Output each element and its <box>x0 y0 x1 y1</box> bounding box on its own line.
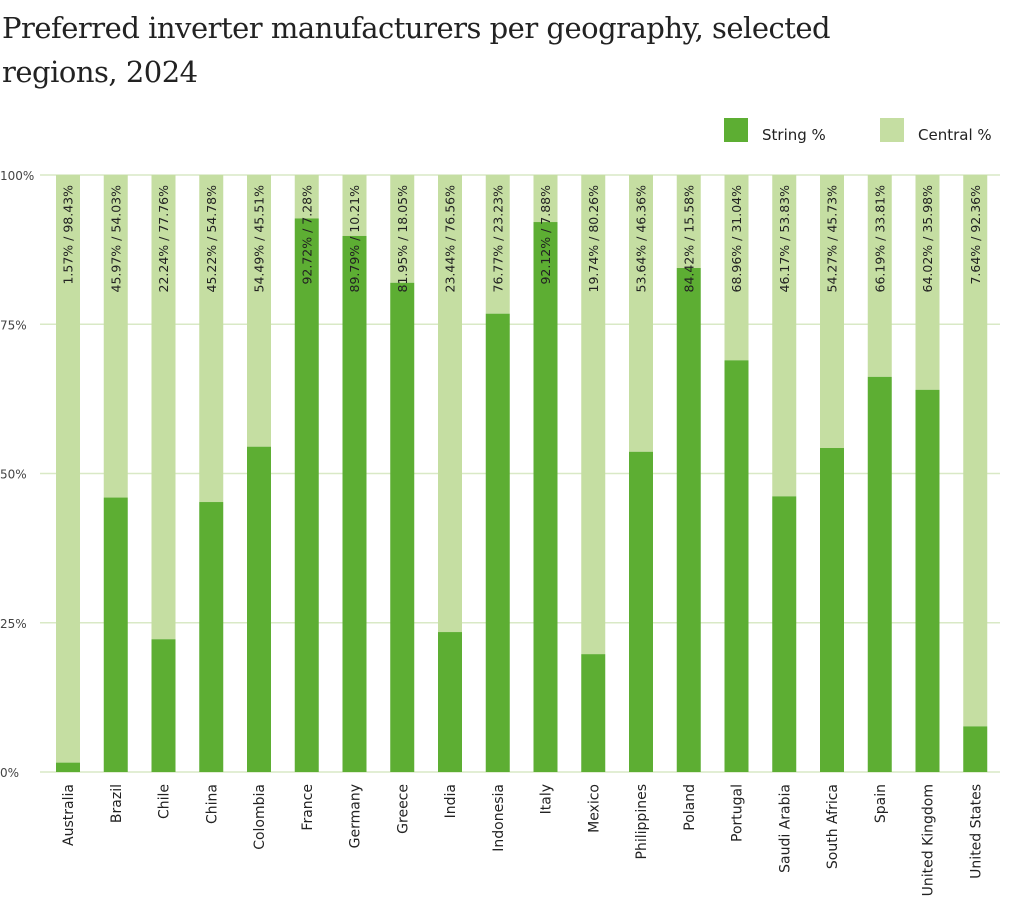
data-label: 84.42% / 15.58% <box>681 185 696 293</box>
data-label: 22.24% / 77.76% <box>156 185 171 293</box>
bar-string-india <box>438 632 462 772</box>
x-tick-label: India <box>443 784 459 818</box>
data-label: 92.12% / 7.88% <box>538 185 553 285</box>
y-tick-label: 50% <box>0 468 27 482</box>
data-label: 64.02% / 35.98% <box>920 185 935 293</box>
legend-swatch <box>724 118 748 142</box>
bar-string-united-kingdom <box>915 389 940 772</box>
data-label: 66.19% / 33.81% <box>872 185 887 293</box>
data-label: 53.64% / 46.36% <box>634 185 649 293</box>
data-label: 7.64% / 92.36% <box>968 185 983 285</box>
data-label: 46.17% / 53.83% <box>777 185 792 293</box>
bar-central-brazil <box>103 175 128 498</box>
data-label: 1.57% / 98.43% <box>61 185 76 285</box>
legend-label: Central % <box>918 126 992 144</box>
x-tick-label: Portugal <box>730 784 746 842</box>
bar-central-indonesia <box>485 175 510 314</box>
data-label: 23.44% / 76.56% <box>443 185 458 293</box>
x-tick-label: Mexico <box>586 784 602 833</box>
bar-central-india <box>438 175 462 633</box>
legend-label: String % <box>762 126 826 144</box>
x-tick-label: Brazil <box>109 784 125 823</box>
bar-central-united-kingdom <box>915 175 940 390</box>
bar-string-saudi-arabia <box>772 496 797 772</box>
y-tick-label: 0% <box>0 766 19 780</box>
bar-string-italy <box>533 222 558 773</box>
y-tick-label: 75% <box>0 318 27 332</box>
bar-central-philippines <box>629 175 653 452</box>
data-label: 45.22% / 54.78% <box>204 185 219 293</box>
x-tick-label: China <box>204 784 220 824</box>
bar-string-spain <box>867 376 892 772</box>
bar-string-brazil <box>103 497 128 772</box>
bar-string-mexico <box>581 654 606 772</box>
bar-central-greece <box>390 175 415 283</box>
x-tick-label: Indonesia <box>491 784 507 852</box>
bar-string-greece <box>390 282 415 772</box>
x-tick-label: Colombia <box>252 784 268 850</box>
x-tick-label: Italy <box>539 784 555 814</box>
x-tick-label: Poland <box>682 784 698 831</box>
y-tick-label: 100% <box>0 169 34 183</box>
x-tick-label: Chile <box>157 784 173 819</box>
bar-string-indonesia <box>485 313 510 772</box>
data-label: 89.79% / 10.21% <box>347 185 362 293</box>
bar-string-south-africa <box>820 448 844 772</box>
bar-string-philippines <box>629 451 653 772</box>
data-label: 76.77% / 23.23% <box>490 185 505 293</box>
bar-central-mexico <box>581 175 606 655</box>
bar-central-chile <box>151 175 176 640</box>
bar-string-germany <box>342 235 367 772</box>
bar-string-poland <box>676 268 701 772</box>
bar-central-portugal <box>724 175 749 361</box>
bar-string-chile <box>151 639 176 772</box>
data-label: 68.96% / 31.04% <box>729 185 744 293</box>
x-tick-label: Germany <box>348 784 364 848</box>
x-tick-label: South Africa <box>825 784 841 869</box>
data-label: 54.27% / 45.73% <box>825 185 840 293</box>
bar-central-south-africa <box>820 175 844 449</box>
bar-central-saudi-arabia <box>772 175 797 497</box>
bar-central-italy <box>533 175 558 223</box>
bar-central-australia <box>56 175 80 763</box>
bar-central-china <box>199 175 224 503</box>
x-tick-label: Greece <box>395 784 411 834</box>
bar-string-france <box>294 218 319 772</box>
bar-central-spain <box>867 175 892 377</box>
data-label: 45.97% / 54.03% <box>108 185 123 293</box>
data-label: 81.95% / 18.05% <box>395 185 410 293</box>
x-tick-label: Australia <box>61 784 77 846</box>
x-tick-label: Saudi Arabia <box>777 784 793 873</box>
legend-swatch <box>880 118 904 142</box>
bar-string-united-states <box>963 726 988 772</box>
x-tick-label: France <box>300 784 316 831</box>
bar-central-poland <box>676 175 701 269</box>
data-label: 54.49% / 45.51% <box>252 185 267 293</box>
bar-central-germany <box>342 175 367 236</box>
bar-string-colombia <box>247 446 271 772</box>
y-tick-label: 25% <box>0 617 27 631</box>
bar-string-australia <box>56 762 80 772</box>
x-tick-label: United Kingdom <box>921 784 937 896</box>
x-tick-label: Philippines <box>634 784 650 859</box>
bar-central-colombia <box>247 175 271 447</box>
bar-central-france <box>294 175 319 219</box>
data-label: 19.74% / 80.26% <box>586 185 601 293</box>
bar-string-china <box>199 502 224 772</box>
x-tick-label: Spain <box>873 784 889 823</box>
bar-central-united-states <box>963 175 988 727</box>
bar-string-portugal <box>724 360 749 772</box>
chart-title: Preferred inverter manufacturers per geo… <box>2 11 831 89</box>
data-label: 92.72% / 7.28% <box>299 185 314 285</box>
x-tick-label: United States <box>968 784 984 879</box>
